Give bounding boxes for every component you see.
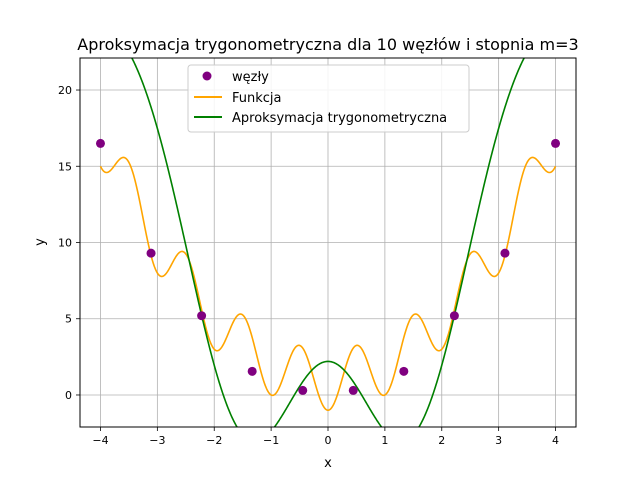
x-tick-label: 4 [552, 434, 559, 447]
x-tick-label: −1 [263, 434, 279, 447]
node-point [247, 366, 257, 376]
node-point [95, 138, 105, 148]
x-tick-label: −2 [206, 434, 222, 447]
node-point [348, 385, 358, 395]
y-axis-ticks: 0 5 10 15 20 [58, 84, 80, 402]
x-axis-ticks: −4 −3 −2 −1 0 1 2 3 4 [92, 427, 559, 447]
y-tick-label: 0 [65, 389, 72, 402]
legend-box [187, 64, 470, 133]
legend-label-function: Funkcja [232, 91, 282, 106]
node-point [298, 385, 308, 395]
x-tick-label: 3 [495, 434, 502, 447]
x-axis-label: x [324, 456, 332, 471]
legend: węzły Funkcja Aproksymacja trygonometryc… [187, 64, 470, 133]
x-tick-label: −4 [92, 434, 108, 447]
node-point [146, 248, 156, 258]
node-point [399, 366, 409, 376]
x-tick-label: 2 [438, 434, 445, 447]
y-tick-label: 20 [58, 84, 72, 97]
series-line-1 [99, 156, 557, 412]
legend-label-approximation: Aproksymacja trygonometryczna [232, 111, 447, 126]
series-line-2 [130, 58, 526, 427]
legend-label-nodes: węzły [232, 70, 269, 85]
y-tick-label: 10 [58, 237, 72, 250]
node-point [197, 311, 207, 321]
node-point [449, 311, 459, 321]
y-tick-label: 5 [65, 313, 72, 326]
node-point [500, 248, 510, 258]
x-tick-label: 0 [325, 434, 332, 447]
legend-marker-nodes [202, 71, 212, 81]
y-axis-label: y [33, 238, 48, 246]
series-lines [99, 58, 557, 427]
chart-title: Aproksymacja trygonometryczna dla 10 węz… [77, 35, 578, 54]
x-tick-label: 1 [381, 434, 388, 447]
scatter-points [95, 138, 561, 395]
y-tick-label: 15 [58, 160, 72, 173]
node-point [551, 138, 561, 148]
x-tick-label: −3 [149, 434, 165, 447]
